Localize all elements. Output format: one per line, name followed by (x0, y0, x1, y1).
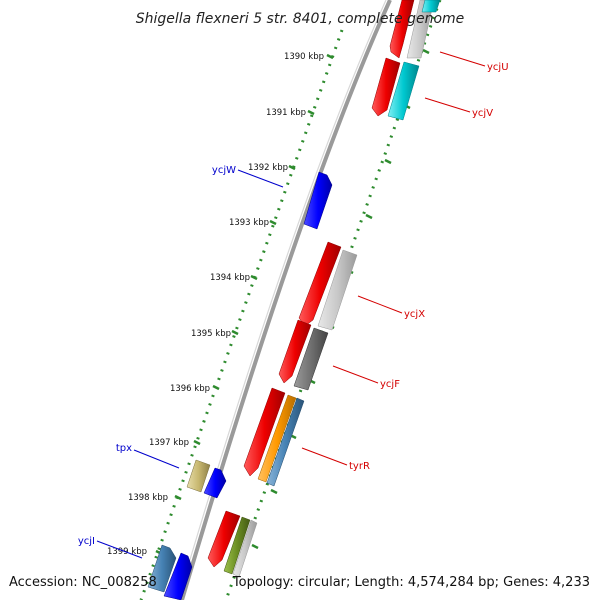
topology-summary: Topology: circular; Length: 4,574,284 bp… (232, 575, 590, 590)
gene-feature-lightgray[interactable] (232, 519, 258, 578)
gene-feature-ycjW[interactable] (303, 171, 333, 230)
kbp-label-1390: 1390 kbp (284, 52, 324, 62)
gene-feature-tpx[interactable] (203, 467, 227, 499)
kbp-label-1392: 1392 kbp (248, 163, 288, 173)
kbp-label-1391: 1391 kbp (266, 108, 306, 118)
gene-label-ycjU[interactable]: ycjU (487, 62, 509, 73)
gene-block-ycjI-region[interactable] (147, 544, 193, 600)
gene-label-tyrR[interactable]: tyrR (349, 461, 370, 472)
gene-feature-lightgray[interactable] (406, 0, 435, 59)
gene-feature-steelblue[interactable] (266, 397, 305, 487)
gene-block-tpx-region[interactable] (186, 459, 227, 499)
kbp-label-1393: 1393 kbp (229, 218, 269, 228)
kbp-label-1398: 1398 kbp (128, 493, 168, 503)
kbp-label-1394: 1394 kbp (210, 273, 250, 283)
accession-label: Accession: NC_008258 (9, 575, 157, 590)
gene-label-ycjF[interactable]: ycjF (380, 379, 400, 390)
gene-feature-red[interactable] (389, 0, 415, 59)
reverse-tick-track (139, 29, 344, 600)
gene-feature-orange[interactable] (257, 394, 297, 483)
map-title: Shigella flexneri 5 str. 8401, complete … (136, 11, 465, 27)
gene-feature-khaki[interactable] (186, 459, 211, 493)
gene-label-ycjV[interactable]: ycjV (472, 108, 493, 119)
gene-feature-red[interactable] (278, 319, 312, 384)
genome-backbone (177, 0, 392, 600)
gene-block-ycjV-region[interactable] (371, 57, 420, 121)
gene-label-ycjI[interactable]: ycjI (78, 536, 95, 547)
kbp-label-1397: 1397 kbp (149, 438, 189, 448)
gene-label-ycjW[interactable]: ycjW (212, 165, 236, 176)
gene-feature-ycjI[interactable] (163, 552, 193, 600)
gene-block-ycjX-region[interactable] (298, 241, 358, 331)
kbp-label-1396: 1396 kbp (170, 384, 210, 394)
gene-feature-red[interactable] (243, 387, 286, 477)
gene-feature-darkgray[interactable] (293, 327, 329, 391)
gene-label-tpx[interactable]: tpx (116, 443, 132, 454)
gene-feature-lightgray[interactable] (317, 249, 358, 331)
kbp-label-1395: 1395 kbp (191, 329, 231, 339)
gene-block-tyrR-region[interactable] (243, 387, 305, 487)
gene-feature-cyan[interactable] (387, 61, 420, 121)
label-leader-lines (96, 51, 486, 559)
gene-feature-red[interactable] (207, 510, 241, 568)
gene-feature-olive[interactable] (223, 516, 251, 575)
gene-feature-cyan[interactable] (421, 0, 441, 13)
gene-block-ycjU-region[interactable] (389, 0, 441, 59)
gene-feature-steelblue[interactable] (147, 544, 177, 593)
gene-feature-red[interactable] (298, 241, 342, 327)
gene-block-bottom-forward[interactable] (207, 510, 258, 578)
gene-feature-red[interactable] (371, 57, 401, 117)
gene-block-ycjF-region[interactable] (278, 319, 329, 391)
gene-label-ycjX[interactable]: ycjX (404, 309, 425, 320)
